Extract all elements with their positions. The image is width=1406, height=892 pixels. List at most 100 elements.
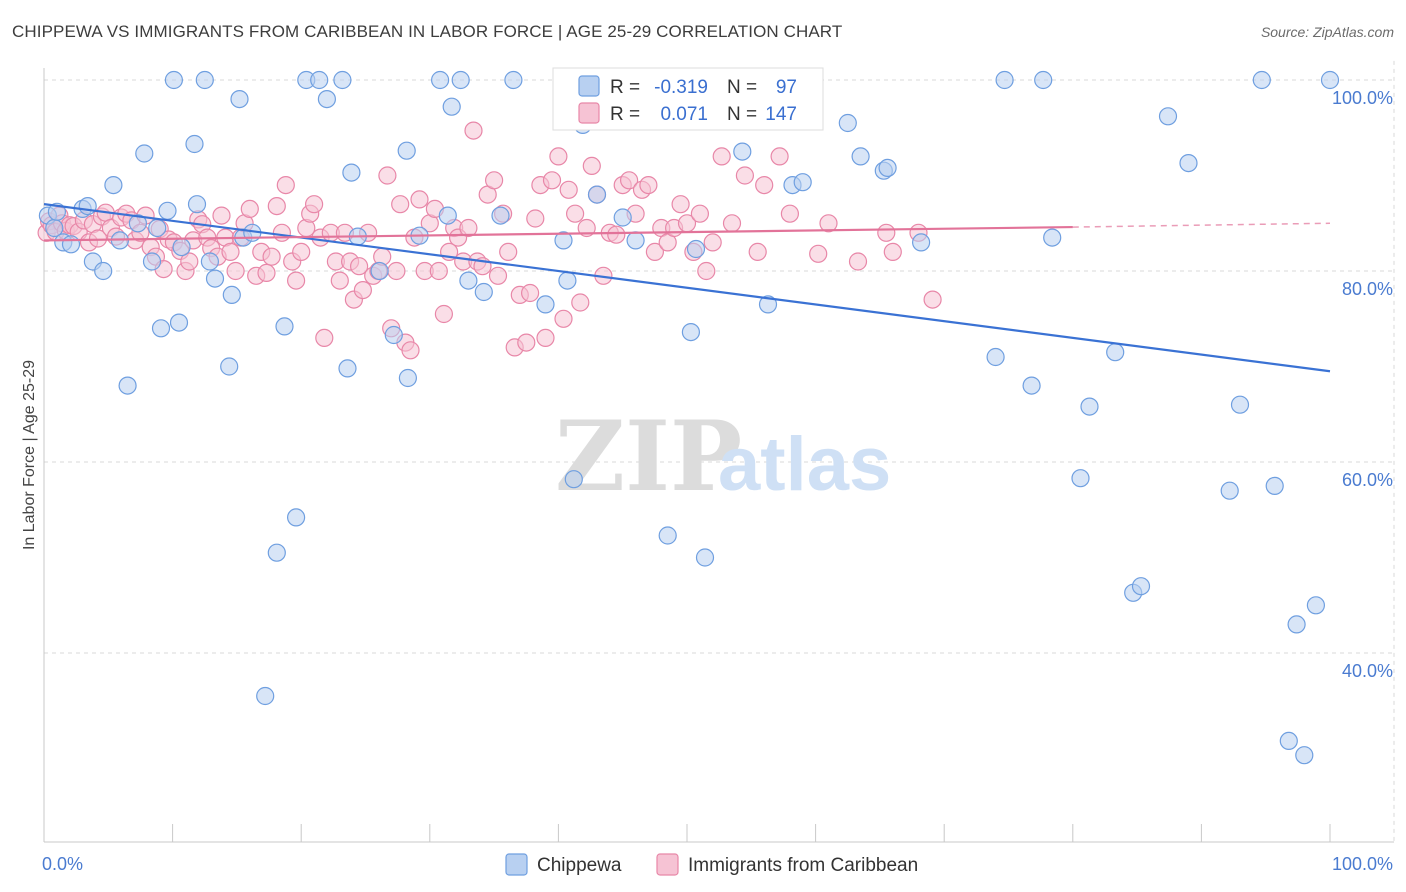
caribbean-point-106 [542, 171, 562, 190]
legend-n-label-caribbean: N = [727, 104, 757, 125]
caribbean-point-102 [520, 283, 540, 303]
chippewa-point-57 [564, 470, 583, 489]
chippewa-point-25 [205, 269, 225, 288]
chippewa-point-75 [986, 347, 1005, 367]
chippewa-point-13 [135, 144, 154, 163]
legend-r-label-chippewa: R = [610, 77, 640, 98]
chippewa-point-93 [1295, 746, 1314, 765]
chippewa-point-28 [230, 89, 249, 109]
chippewa-point-16 [151, 319, 171, 338]
chippewa-point-38 [333, 70, 352, 90]
chippewa-point-11 [118, 376, 137, 395]
chippewa-point-84 [1131, 577, 1151, 596]
caribbean-point-139 [780, 204, 800, 223]
chippewa-point-4 [61, 235, 81, 254]
caribbean-point-136 [748, 242, 767, 261]
caribbean-point-143 [883, 242, 902, 261]
caribbean-point-103 [526, 209, 545, 228]
caribbean-point-49 [262, 247, 281, 266]
chippewa-point-22 [187, 195, 207, 214]
chippewa-point-15 [148, 218, 167, 238]
chippewa-point-49 [442, 97, 461, 116]
caribbean-point-54 [287, 271, 306, 290]
chippewa-point-66 [733, 142, 752, 161]
caribbean-point-50 [267, 197, 286, 216]
caribbean-point-135 [735, 166, 755, 185]
caribbean-point-141 [819, 214, 838, 233]
chippewa-point-31 [256, 686, 275, 706]
chippewa-point-74 [911, 233, 931, 252]
caribbean-point-117 [607, 225, 626, 244]
caribbean-point-137 [755, 176, 774, 195]
chippewa-point-88 [1230, 395, 1250, 414]
caribbean-point-132 [703, 233, 722, 252]
chippewa-point-52 [474, 282, 493, 302]
caribbean-point-111 [571, 293, 590, 312]
chippewa-point-94 [1306, 596, 1326, 615]
caribbean-point-13 [88, 229, 108, 248]
chippewa-point-27 [222, 285, 241, 304]
chippewa-point-12 [128, 214, 147, 233]
bottom-legend-swatch-chippewa [505, 853, 528, 876]
caribbean-point-131 [697, 261, 716, 281]
chippewa-point-87 [1220, 481, 1239, 500]
caribbean-point-142 [848, 252, 868, 271]
chippewa-point-51 [459, 271, 478, 290]
chippewa-point-34 [287, 508, 306, 527]
chippewa-point-70 [838, 113, 857, 133]
watermark: ZIP atlas [555, 400, 891, 513]
caribbean-point-119 [619, 171, 639, 190]
chippewa-point-69 [793, 173, 812, 192]
chippewa-point-44 [397, 141, 416, 160]
chippewa-point-48 [438, 206, 457, 225]
chippewa-point-32 [267, 543, 286, 562]
caribbean-point-130 [690, 204, 710, 223]
caribbean-point-76 [391, 195, 410, 214]
caribbean-point-113 [582, 156, 601, 175]
x-tick-label-0: 0.0% [42, 854, 83, 874]
chippewa-point-53 [491, 206, 510, 225]
chippewa-point-6 [78, 197, 97, 216]
caribbean-point-39 [212, 206, 231, 225]
y-tick-label-2: 60.0% [1342, 470, 1393, 490]
bottom-legend-swatch-caribbean [656, 853, 679, 876]
chippewa-point-9 [104, 176, 123, 195]
chippewa-point-37 [317, 89, 336, 109]
chippewa-point-82 [1106, 343, 1125, 362]
chippewa-point-90 [1265, 476, 1284, 495]
caribbean-point-41 [221, 242, 240, 261]
legend-n-value-caribbean: 147 [765, 104, 797, 125]
caribbean-point-42 [226, 261, 245, 281]
chippewa-point-33 [275, 317, 294, 336]
caribbean-point-127 [671, 195, 690, 214]
bottom-legend-label-chippewa: Chippewa [537, 855, 622, 876]
chippewa-point-80 [1071, 469, 1090, 488]
caribbean-point-138 [770, 147, 789, 166]
chippewa-point-85 [1158, 107, 1178, 126]
y-tick-label-0: 100.0% [1332, 88, 1393, 108]
chippewa-point-96 [536, 295, 555, 314]
caribbean-point-109 [559, 180, 578, 199]
chippewa-point-79 [1043, 228, 1062, 247]
watermark-atlas: atlas [718, 422, 891, 507]
caribbean-point-58 [305, 195, 324, 214]
chippewa-point-40 [342, 163, 361, 182]
caribbean-point-48 [257, 263, 276, 282]
chippewa-point-77 [1022, 376, 1041, 395]
y-tick-label-1: 80.0% [1342, 279, 1393, 299]
caribbean-point-73 [378, 166, 397, 185]
caribbean-point-78 [401, 341, 420, 360]
chippewa-point-36 [310, 70, 329, 90]
chippewa-point-86 [1179, 154, 1198, 173]
caribbean-point-51 [272, 223, 291, 242]
caribbean-point-107 [549, 147, 568, 166]
chippewa-point-2 [47, 202, 67, 221]
y-axis-label: In Labor Force | Age 25-29 [21, 360, 38, 550]
chippewa-point-73 [878, 158, 897, 177]
trend-line-chippewa [43, 203, 1331, 373]
caribbean-point-105 [536, 328, 555, 347]
caribbean-point-98 [499, 242, 518, 261]
chippewa-point-64 [686, 239, 706, 259]
caribbean-point-55 [292, 242, 311, 261]
